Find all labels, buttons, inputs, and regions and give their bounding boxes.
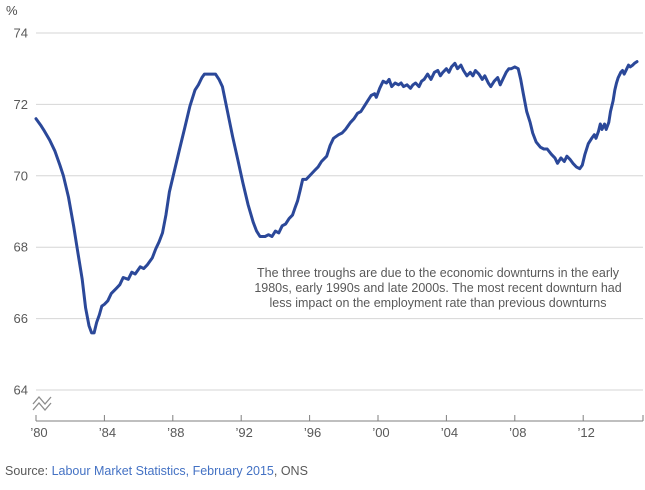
- y-tick-label: 64: [14, 383, 28, 398]
- source-line: Source: Labour Market Statistics, Februa…: [5, 464, 308, 478]
- chart-annotation: The three troughs are due to the economi…: [240, 266, 636, 311]
- y-tick-label: 66: [14, 311, 28, 326]
- source-link[interactable]: Labour Market Statistics, February 2015: [51, 464, 274, 478]
- x-tick-label: ’96: [304, 425, 321, 440]
- axis-break-icon: [32, 396, 52, 405]
- x-tick-label: ’84: [99, 425, 116, 440]
- source-suffix: , ONS: [273, 464, 308, 478]
- y-axis-unit-label: %: [6, 3, 18, 18]
- annotation-line: 1980s, early 1990s and late 2000s. The m…: [254, 281, 622, 295]
- y-tick-label: 68: [14, 240, 28, 255]
- x-tick-label: ’12: [578, 425, 595, 440]
- y-tick-label: 70: [14, 168, 28, 183]
- employment-rate-line: [34, 60, 639, 335]
- employment-rate-line-chart: 74 72 70 68 66 64 ’80 ’84 ’88 ’92 ’96 ’00 ’04 ’08 ’12: [14, 26, 644, 440]
- x-tick-label: ’80: [30, 425, 47, 440]
- annotation-line: less impact on the employment rate than …: [269, 296, 607, 310]
- x-tick-label: ’88: [167, 425, 184, 440]
- x-tick-label: ’92: [236, 425, 253, 440]
- y-tick-label: 72: [14, 97, 28, 112]
- axis-break-icon: [32, 402, 52, 411]
- x-tick-label: ’08: [509, 425, 526, 440]
- source-prefix: Source:: [5, 464, 52, 478]
- x-tick-label: ’00: [372, 425, 389, 440]
- annotation-line: The three troughs are due to the economi…: [256, 266, 620, 280]
- x-tick-label: ’04: [441, 425, 458, 440]
- y-tick-label: 74: [14, 26, 28, 41]
